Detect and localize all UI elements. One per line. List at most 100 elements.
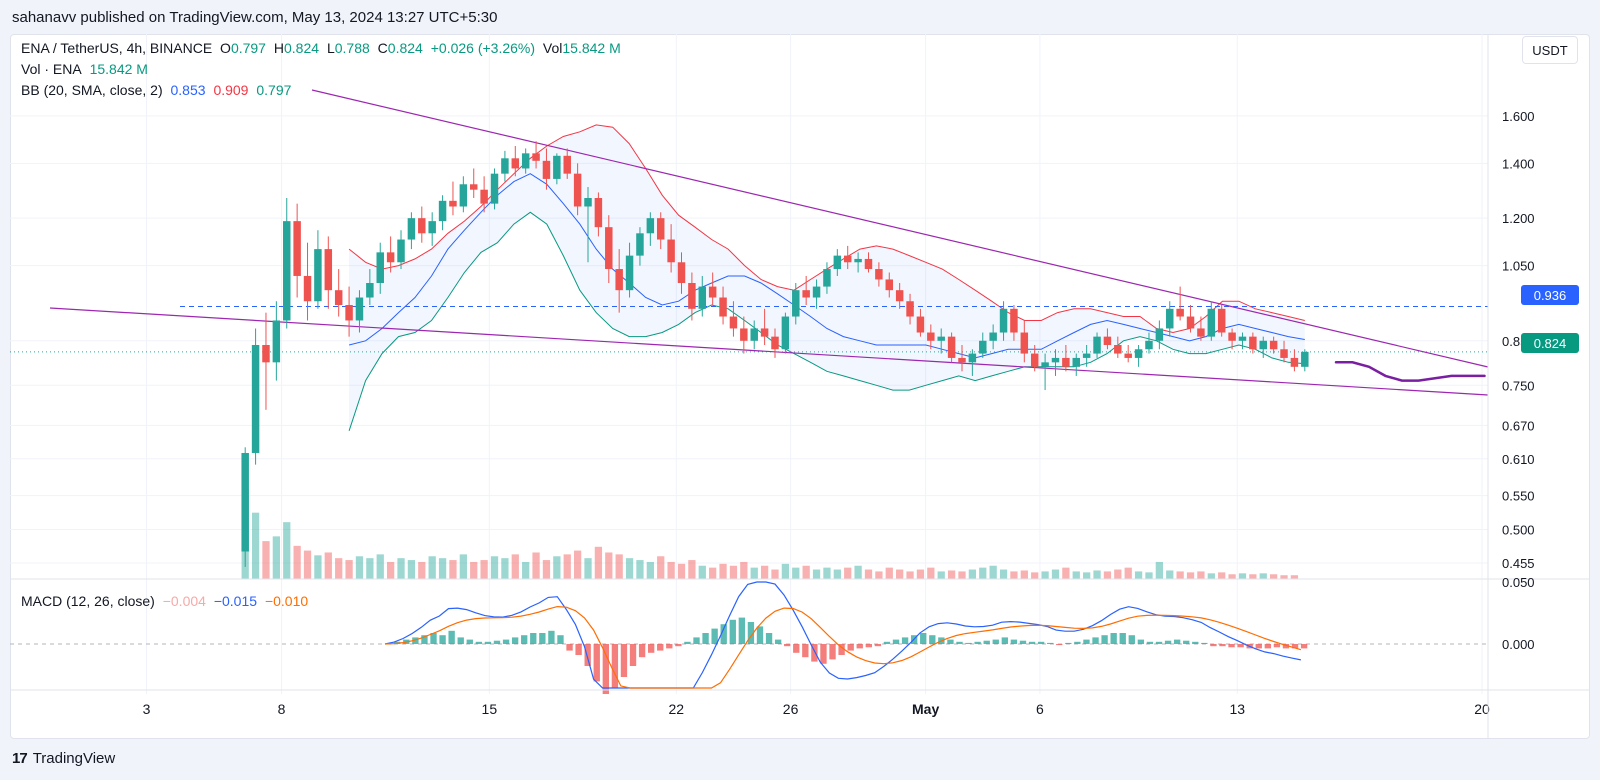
price-tick-label: 0.750 — [1502, 378, 1535, 393]
candle-body — [1010, 308, 1018, 333]
candle-body — [947, 336, 956, 358]
candle-body — [355, 297, 364, 321]
macd-line-value: −0.015 — [213, 593, 258, 609]
macd-histogram-bar — [693, 637, 700, 644]
candle-body — [314, 249, 322, 302]
volume-bar — [812, 569, 821, 579]
candle-body — [1176, 308, 1184, 317]
macd-histogram-bar — [965, 642, 972, 644]
high-value: 0.824 — [284, 40, 320, 56]
macd-histogram-bar — [829, 644, 836, 660]
volume-bar — [729, 565, 738, 579]
volume-bar — [459, 554, 467, 579]
macd-histogram-bar — [992, 639, 999, 644]
currency-unit-button[interactable]: USDT — [1522, 36, 1578, 64]
volume-bar — [272, 536, 280, 579]
price-chart[interactable]: 1.6001.4001.2001.0500.8500.7500.6700.610… — [10, 34, 1590, 739]
macd-histogram-bar — [820, 644, 827, 664]
price-tick-label: 0.455 — [1502, 556, 1535, 571]
macd-histogram-bar — [892, 639, 900, 644]
candle-body — [1238, 336, 1247, 341]
macd-histogram-bar — [1037, 641, 1045, 644]
candle-body — [490, 173, 499, 204]
candle-body — [823, 269, 831, 287]
volume-bar — [1259, 573, 1267, 579]
macd-legend: MACD (12, 26, close) −0.004 −0.015 −0.01… — [21, 593, 312, 609]
candle-body — [480, 189, 488, 204]
candle-body — [1062, 357, 1070, 367]
volume-bar — [760, 565, 769, 579]
candle-body — [293, 221, 301, 276]
time-tick-label: 13 — [1229, 701, 1245, 717]
macd-histogram-bar — [1128, 635, 1135, 644]
candle-body — [605, 227, 613, 270]
macd-histogram-bar — [412, 637, 419, 644]
macd-histogram-bar — [1291, 644, 1299, 649]
volume-bar — [688, 560, 696, 579]
macd-histogram-bar — [838, 644, 845, 655]
candle-body — [916, 316, 925, 333]
candle-body — [1134, 349, 1143, 358]
macd-histogram-bar — [1264, 644, 1272, 649]
bb-label: BB (20, SMA, close, 2) — [21, 82, 163, 98]
vol-label: Vol — [542, 40, 563, 56]
candle-body — [1103, 336, 1112, 345]
change-value: +0.026 (+3.26%) — [430, 40, 536, 56]
volume-bar — [1072, 571, 1080, 579]
upper-trendline — [311, 89, 1489, 368]
price-tick-label: 0.550 — [1502, 489, 1535, 504]
macd-histogram-bar — [1300, 644, 1308, 649]
macd-histogram-bar — [566, 644, 573, 651]
candle-body — [283, 221, 291, 321]
volume-bar — [999, 569, 1008, 579]
ohlc-legend: ENA / TetherUS, 4h, BINANCE O0.797 H0.82… — [21, 40, 625, 56]
candle-body — [906, 301, 914, 317]
macd-histogram-bar — [593, 644, 600, 682]
volume-bar — [792, 567, 800, 579]
footer: 17 TradingView — [12, 750, 115, 767]
tradingview-logo-icon[interactable]: 17 — [12, 750, 28, 767]
candle-body — [792, 290, 800, 317]
volume-bar — [1031, 572, 1039, 579]
volume-bar — [262, 541, 270, 579]
brand-name[interactable]: TradingView — [32, 750, 116, 767]
price-tick-label: 1.050 — [1502, 259, 1535, 274]
volume-bar — [470, 561, 478, 579]
volume-bar — [1124, 567, 1132, 579]
volume-bar — [1093, 570, 1101, 579]
price-tick-label: 0.670 — [1502, 418, 1535, 433]
macd-histogram-bar — [1047, 642, 1054, 644]
volume-bar — [511, 554, 519, 579]
macd-histogram-bar — [657, 644, 664, 651]
candle-body — [262, 344, 270, 363]
candle-body — [1041, 362, 1049, 367]
vol-line-label: Vol · ENA — [21, 61, 82, 77]
candle-body — [1259, 340, 1267, 350]
macd-histogram-bar — [920, 633, 927, 644]
candle-body — [989, 332, 997, 341]
candle-body — [1145, 340, 1153, 350]
candle-body — [677, 262, 686, 283]
volume-bar — [781, 563, 790, 579]
close-value: 0.824 — [387, 40, 423, 56]
axes: 1.6001.4001.2001.0500.8500.7500.6700.610… — [10, 34, 1590, 739]
volume-bar — [355, 556, 364, 579]
macd-histogram-bar — [1001, 637, 1009, 644]
candle-body — [968, 353, 977, 363]
volume-bar — [677, 563, 686, 579]
candle-body — [251, 344, 260, 453]
candle-body — [1249, 336, 1257, 350]
volume-bar — [709, 567, 717, 579]
volume-bar — [958, 571, 966, 579]
candle-body — [667, 239, 675, 263]
macd-histogram-bar — [1019, 640, 1027, 644]
candle-body — [895, 290, 904, 302]
candle-body — [885, 279, 894, 291]
symbol-name[interactable]: ENA / TetherUS, 4h, BINANCE — [21, 40, 213, 56]
volume-bar — [927, 567, 935, 579]
candle-body — [615, 269, 623, 291]
candle-body — [833, 255, 842, 270]
macd-histogram-bar — [720, 624, 727, 644]
candle-body — [927, 332, 935, 341]
volume-bar — [573, 550, 582, 579]
